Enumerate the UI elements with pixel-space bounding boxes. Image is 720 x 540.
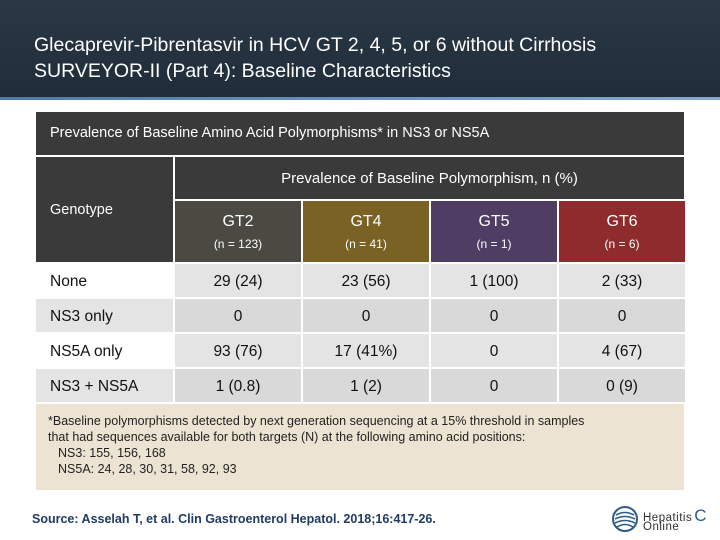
logo-text-line2: Online xyxy=(643,521,680,533)
column-header-gt4: GT4 (n = 41) xyxy=(303,201,429,262)
slide-title: Glecaprevir-Pibrentasvir in HCV GT 2, 4,… xyxy=(34,34,597,82)
table-cell: 1 (100) xyxy=(431,264,557,297)
table-banner: Prevalence of Baseline Amino Acid Polymo… xyxy=(36,112,684,155)
table-cell: 93 (76) xyxy=(175,334,301,367)
column-sample-size: (n = 6) xyxy=(604,237,640,251)
row-label: None xyxy=(36,264,173,297)
column-name: GT6 xyxy=(606,213,638,230)
column-name: GT4 xyxy=(350,213,382,230)
table-cell: 1 (2) xyxy=(303,369,429,402)
column-sample-size: (n = 41) xyxy=(345,237,387,251)
table-cell: 0 xyxy=(431,334,557,367)
column-name: GT2 xyxy=(222,213,254,230)
table-cell: 0 xyxy=(303,299,429,332)
column-header-gt2: GT2 (n = 123) xyxy=(175,201,301,262)
column-header-gt5: GT5 (n = 1) xyxy=(431,201,557,262)
table-cell: 17 (41%) xyxy=(303,334,429,367)
column-header-gt6: GT6 (n = 6) xyxy=(559,201,685,262)
row-label: NS3 + NS5A xyxy=(36,369,173,402)
table-cell: 1 (0.8) xyxy=(175,369,301,402)
footnote-box: *Baseline polymorphisms detected by next… xyxy=(36,404,684,490)
footnote-ns5a-positions: NS5A: 24, 28, 30, 31, 58, 92, 93 xyxy=(58,462,237,476)
genotype-row-header: Genotype xyxy=(36,157,173,262)
table-cell: 0 xyxy=(559,299,685,332)
footnote-ns3-positions: NS3: 155, 156, 168 xyxy=(58,446,166,460)
footnote-line: that had sequences available for both ta… xyxy=(48,430,526,444)
table-row-ns3-ns5a: NS3 + NS5A 1 (0.8) 1 (2) 0 0 (9) xyxy=(36,369,685,402)
table-row-ns5a-only: NS5A only 93 (76) 17 (41%) 0 4 (67) xyxy=(36,334,685,367)
table-row-none: None 29 (24) 23 (56) 1 (100) 2 (33) xyxy=(36,264,685,297)
header-accent-rule xyxy=(0,97,720,100)
table-cell: 29 (24) xyxy=(175,264,301,297)
table-cell: 23 (56) xyxy=(303,264,429,297)
column-name: GT5 xyxy=(478,213,510,230)
table-cell: 0 xyxy=(431,299,557,332)
globe-logo-icon xyxy=(612,506,638,532)
logo-text-line1: Hepatitis C xyxy=(643,506,708,525)
source-citation: Source: Asselah T, et al. Clin Gastroent… xyxy=(32,512,436,526)
slide-header: Glecaprevir-Pibrentasvir in HCV GT 2, 4,… xyxy=(0,0,720,100)
row-label: NS5A only xyxy=(36,334,173,367)
group-column-header: Prevalence of Baseline Polymorphism, n (… xyxy=(175,157,684,199)
table-cell: 2 (33) xyxy=(559,264,685,297)
footnote-line: *Baseline polymorphisms detected by next… xyxy=(48,414,585,428)
table-cell: 0 xyxy=(431,369,557,402)
table-cell: 0 (9) xyxy=(559,369,685,402)
column-sample-size: (n = 123) xyxy=(213,237,263,251)
row-label: NS3 only xyxy=(36,299,173,332)
column-sample-size: (n = 1) xyxy=(476,237,512,251)
hepatitis-c-online-logo: Hepatitis C Online xyxy=(612,502,712,538)
table-cell: 4 (67) xyxy=(559,334,685,367)
table-cell: 0 xyxy=(175,299,301,332)
table-row-ns3-only: NS3 only 0 0 0 0 xyxy=(36,299,685,332)
